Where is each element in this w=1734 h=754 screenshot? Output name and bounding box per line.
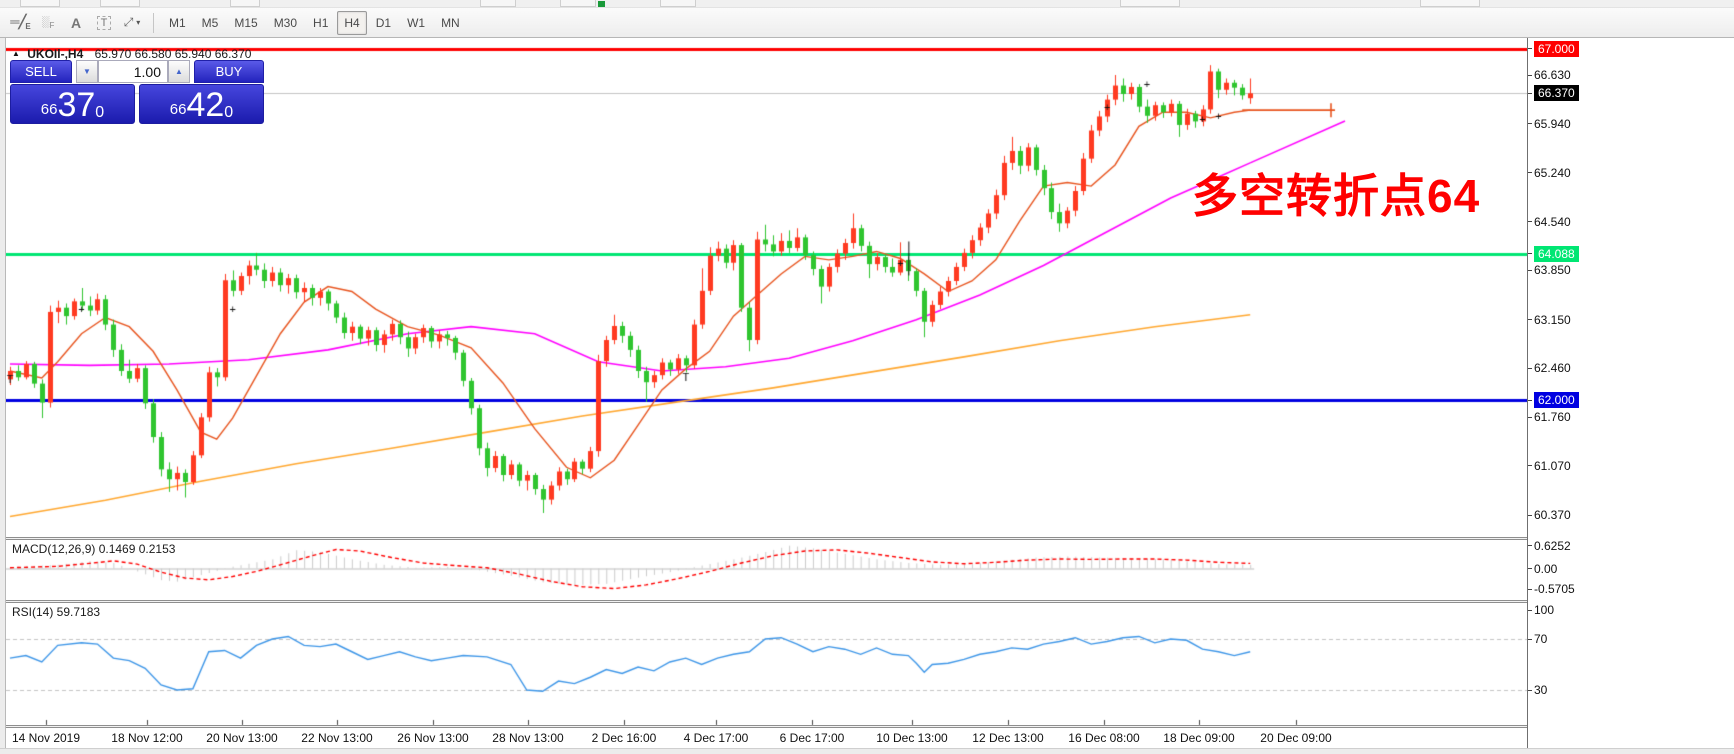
macd-indicator-label: MACD(12,26,9) 0.1469 0.2153 (12, 542, 176, 556)
volume-increase-button[interactable]: ▲ (168, 60, 190, 83)
price-tick-64.540: 64.540 (1528, 215, 1571, 229)
price-tag-67.000: 67.000 (1534, 40, 1579, 57)
time-label: 10 Dec 13:00 (876, 731, 948, 745)
price-tick-60.370: 60.370 (1528, 508, 1571, 522)
connection-dot (598, 1, 605, 7)
timeframe-button-H1[interactable]: H1 (313, 15, 329, 30)
time-label: 28 Nov 13:00 (492, 731, 564, 745)
price-tag-64.088: 64.088 (1534, 245, 1579, 262)
timeframe-button-W1[interactable]: W1 (407, 15, 426, 30)
price-tick-61.760: 61.760 (1528, 410, 1571, 424)
rsi-pane-separator[interactable] (6, 600, 1527, 603)
timeframe-button-H4[interactable]: H4 (337, 10, 367, 35)
time-label: 20 Dec 09:00 (1260, 731, 1332, 745)
time-label: 6 Dec 17:00 (779, 731, 845, 745)
time-label: 4 Dec 17:00 (683, 731, 749, 745)
price-tick-62.000: 62.000 (1528, 392, 1579, 409)
chart-annotation-text: 多空转折点64 (1192, 170, 1481, 222)
macd-axis--0.5705: -0.5705 (1528, 582, 1575, 596)
price-tick-65.940: 65.940 (1528, 117, 1571, 131)
sell-price-quote[interactable]: 66 37 0 (10, 84, 135, 124)
rsi-axis-70: 70 (1528, 632, 1547, 646)
buy-button[interactable]: BUY (194, 60, 264, 83)
chart-title: ▲ UKOIl-,H4 65.970 66.580 65.940 66.370 (12, 47, 251, 61)
time-axis[interactable]: 14 Nov 2019 18 Nov 12:00 20 Nov 13:00 22 No… (6, 728, 1527, 748)
price-tick-66.370: 66.370 (1528, 85, 1579, 102)
arrows-tool-icon[interactable]: ⤢ ▾ (123, 15, 141, 29)
time-label: 20 Nov 13:00 (206, 731, 278, 745)
price-tick-63.150: 63.150 (1528, 313, 1571, 327)
timeframe-button-M5[interactable]: M5 (201, 15, 219, 30)
indicators-icon[interactable]: ═╱E (10, 14, 30, 31)
time-label: 14 Nov 2019 (11, 731, 81, 745)
timeframe-button-MN[interactable]: MN (441, 15, 460, 30)
timeframe-group: M1 M5 M15 M30 H1 H4 D1 W1 MN (161, 10, 468, 35)
timeframe-button-M1[interactable]: M1 (169, 15, 186, 30)
time-label: 18 Nov 12:00 (111, 731, 183, 745)
price-chart-canvas[interactable] (6, 38, 1527, 754)
macd-pane-separator[interactable] (6, 537, 1527, 540)
timeframe-button-M15[interactable]: M15 (234, 15, 258, 30)
price-tick-62.460: 62.460 (1528, 361, 1571, 375)
chart-toolbar: ═╱E ░F A T ⤢ ▾ M1 M5 M15 M30 H1 H4 D1 W1 MN (0, 8, 1734, 38)
price-tick-64.088: 64.088 (1528, 245, 1579, 262)
toolbar-separator (153, 12, 154, 33)
bottom-strip (0, 748, 1734, 754)
macd-axis-0.6252: 0.6252 (1528, 539, 1571, 553)
price-tick-67.000: 67.000 (1528, 40, 1579, 57)
buy-price-quote[interactable]: 66 42 0 (139, 84, 264, 124)
price-tick-66.630: 66.630 (1528, 68, 1571, 82)
timeframe-button-D1[interactable]: D1 (375, 15, 392, 30)
symbol-period-label: UKOIl-,H4 (27, 47, 84, 61)
window-left-frame (0, 38, 6, 754)
time-label: 18 Dec 09:00 (1163, 731, 1235, 745)
sell-button[interactable]: SELL (10, 60, 72, 83)
price-tag-66.370: 66.370 (1534, 85, 1579, 102)
volume-decrease-button[interactable]: ▼ (76, 60, 98, 83)
macd-axis-0.00: 0.00 (1528, 562, 1557, 576)
grid-icon[interactable]: ░F (41, 15, 55, 30)
time-label: 22 Nov 13:00 (301, 731, 373, 745)
price-tick-61.070: 61.070 (1528, 459, 1571, 473)
price-tick-63.850: 63.850 (1528, 263, 1571, 277)
collapse-triangle-icon[interactable]: ▲ (12, 49, 20, 58)
one-click-trading-panel: SELL ▼ 1.00 ▲ BUY 66 37 0 66 42 0 (10, 60, 264, 124)
rsi-axis-30: 30 (1528, 683, 1547, 697)
text-box-icon[interactable]: T (91, 11, 117, 35)
upper-toolbar-strip (0, 0, 1734, 8)
time-label: 12 Dec 13:00 (972, 731, 1044, 745)
price-axis-border (1527, 38, 1528, 754)
price-tick-65.240: 65.240 (1528, 166, 1571, 180)
text-label-icon[interactable]: A (70, 14, 82, 31)
rsi-axis-100: 100 (1528, 603, 1554, 617)
price-tag-62.000: 62.000 (1534, 392, 1579, 409)
ohlc-values: 65.970 66.580 65.940 66.370 (94, 47, 252, 61)
time-label: 16 Dec 08:00 (1068, 731, 1140, 745)
timeframe-button-M30[interactable]: M30 (273, 15, 298, 30)
time-label: 26 Nov 13:00 (397, 731, 469, 745)
timeaxis-separator (6, 725, 1527, 728)
volume-input[interactable]: 1.00 (98, 60, 168, 83)
rsi-indicator-label: RSI(14) 59.7183 (12, 605, 101, 619)
time-label: 2 Dec 16:00 (591, 731, 657, 745)
price-axis[interactable]: 67.000 66.630 66.370 65.940 65.240 64.540 64.0… (1528, 38, 1728, 754)
